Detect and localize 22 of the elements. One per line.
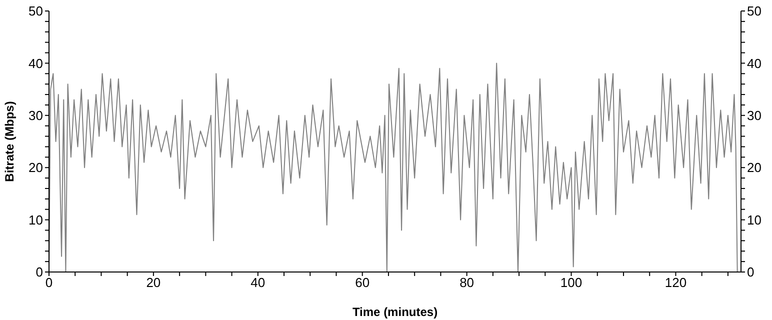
y-axis-title: Bitrate (Mbps) (2, 101, 16, 182)
y2-tick-label: 30 (747, 108, 762, 124)
x-tick-label: 20 (146, 275, 161, 290)
line-series (49, 62, 738, 272)
y-tick-label: 10 (28, 212, 43, 228)
y2-tick-label: 0 (747, 264, 754, 280)
x-axis-title: Time (minutes) (352, 305, 438, 319)
x-tick-label: 40 (250, 275, 266, 290)
y2-tick-label: 20 (747, 160, 762, 176)
y2-tick-label: 50 (747, 4, 762, 19)
y2-tick-label: 10 (747, 212, 762, 228)
x-tick-label: 80 (460, 275, 474, 290)
y-tick-label: 30 (28, 108, 43, 124)
x-tick-label: 60 (355, 275, 370, 290)
y-tick-label: 0 (36, 264, 43, 280)
y2-tick-label: 40 (747, 56, 762, 71)
x-tick-label: 100 (560, 275, 582, 290)
x-tick-label: 0 (45, 275, 53, 290)
y-tick-label: 50 (28, 4, 43, 19)
y-tick-label: 20 (28, 160, 43, 176)
x-tick-label: 120 (664, 275, 687, 290)
y-tick-label: 40 (28, 56, 43, 71)
